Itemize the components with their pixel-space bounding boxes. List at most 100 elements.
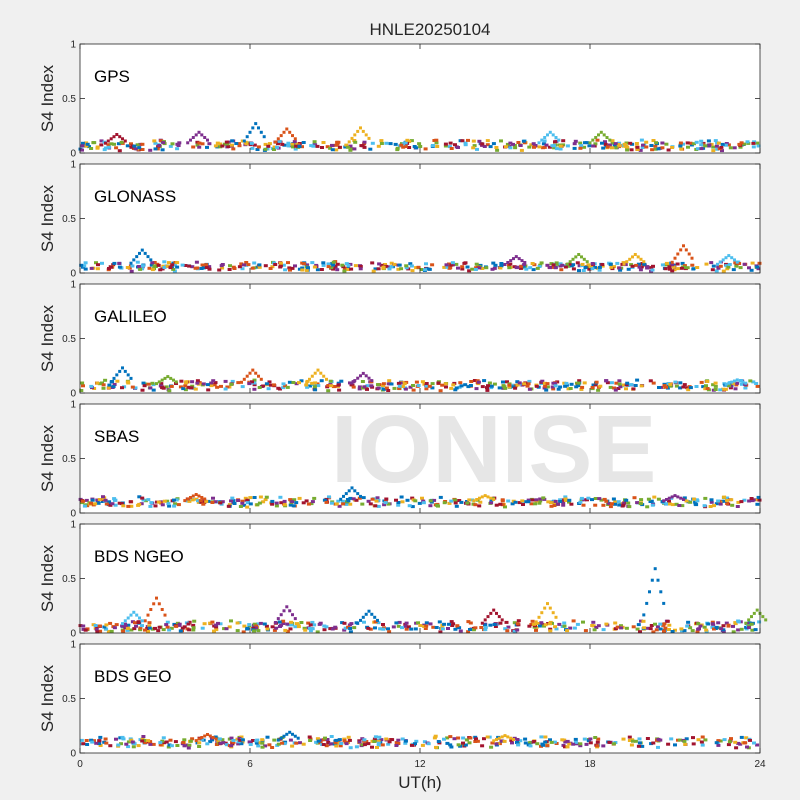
data-point [296, 736, 300, 740]
data-point [348, 630, 353, 634]
data-point [126, 623, 131, 627]
data-point [629, 743, 634, 747]
data-point [112, 142, 116, 146]
data-point [738, 379, 742, 383]
data-point [268, 267, 273, 270]
data-point [178, 385, 183, 389]
data-point [326, 741, 331, 744]
data-point [744, 736, 749, 740]
data-point [569, 382, 574, 386]
scatter-points [78, 486, 762, 509]
data-point [477, 504, 482, 508]
data-point [211, 379, 216, 383]
data-point [261, 384, 266, 388]
data-point [489, 501, 494, 505]
data-point [440, 627, 445, 631]
data-point [483, 628, 488, 632]
data-point [353, 140, 358, 144]
data-point [381, 627, 386, 631]
data-point [662, 622, 667, 626]
panel-label: SBAS [94, 427, 139, 446]
data-point [527, 741, 532, 745]
data-point [310, 381, 315, 385]
data-point [713, 388, 718, 391]
data-point [81, 742, 86, 746]
data-point [389, 261, 394, 265]
data-point [319, 371, 323, 375]
data-point [730, 256, 734, 260]
data-point [206, 138, 209, 142]
data-point [699, 147, 704, 151]
data-point [288, 503, 293, 507]
data-point [507, 383, 512, 387]
data-point [149, 501, 154, 505]
data-point [256, 145, 261, 149]
data-point [122, 385, 127, 389]
data-point [733, 261, 738, 265]
data-point [680, 261, 685, 265]
data-point [657, 386, 661, 389]
data-point [613, 502, 617, 506]
data-point [315, 382, 320, 386]
data-point [621, 737, 626, 741]
data-point [368, 147, 373, 151]
data-point [294, 741, 299, 745]
data-point [458, 629, 463, 633]
data-point [310, 627, 315, 631]
data-point [308, 623, 313, 627]
data-point [694, 140, 699, 144]
data-point [547, 145, 552, 149]
data-point [716, 499, 721, 503]
data-point [629, 263, 634, 267]
data-point [548, 738, 552, 742]
x-tick-label: 6 [247, 759, 253, 770]
data-point [153, 147, 158, 151]
data-point [183, 499, 187, 503]
data-point [399, 143, 404, 147]
data-point [613, 627, 618, 631]
data-point [94, 627, 99, 631]
data-point [662, 629, 666, 633]
data-point [169, 744, 174, 748]
data-point [456, 146, 460, 149]
data-point [227, 503, 232, 507]
data-point [739, 735, 744, 739]
data-point [316, 368, 320, 372]
data-point [161, 628, 166, 632]
data-point [711, 145, 716, 149]
data-point [155, 596, 158, 600]
data-point [514, 266, 519, 270]
data-point [89, 501, 93, 505]
data-point [172, 378, 175, 382]
data-point [290, 744, 295, 748]
data-point [204, 263, 209, 267]
data-point [607, 740, 612, 744]
data-point [139, 502, 144, 506]
data-point [742, 741, 747, 745]
data-point [299, 621, 304, 624]
data-point [103, 378, 108, 382]
data-point [299, 379, 304, 383]
data-point [691, 742, 696, 746]
data-point [755, 502, 760, 506]
data-point [104, 141, 107, 145]
data-point [571, 742, 576, 746]
data-point [156, 500, 161, 504]
data-point [659, 590, 663, 594]
data-point [410, 743, 414, 747]
data-point [340, 499, 345, 503]
data-point [129, 613, 133, 617]
data-point [560, 498, 565, 502]
data-point [562, 621, 567, 625]
data-point [740, 382, 744, 386]
data-point [97, 742, 102, 746]
data-point [624, 387, 628, 391]
data-point [546, 133, 549, 137]
data-point [500, 503, 505, 507]
data-point [217, 268, 222, 272]
data-point [695, 147, 700, 151]
data-point [571, 257, 575, 261]
data-point [416, 265, 421, 269]
data-point [335, 262, 340, 266]
data-point [356, 129, 360, 133]
